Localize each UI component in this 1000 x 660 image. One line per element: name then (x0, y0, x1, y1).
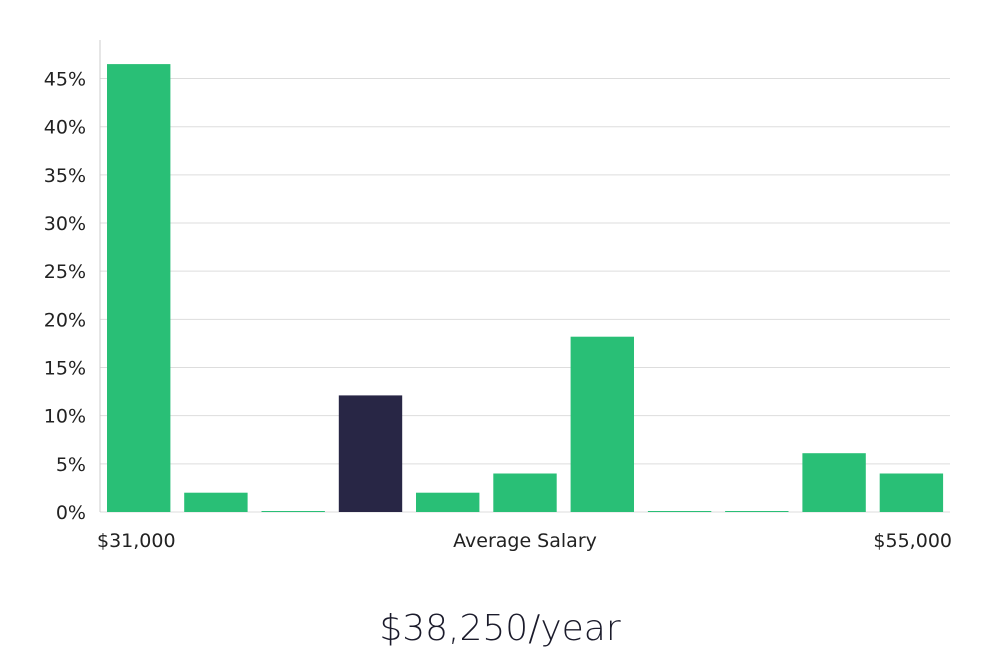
bar (107, 64, 171, 512)
bar (570, 336, 634, 512)
bars (107, 64, 944, 512)
salary-distribution-chart: 0% 5% 10% 15% 20% 25% 30% 35% 40% 45% $31,000 Ave… (44, 40, 952, 552)
bar (725, 511, 789, 512)
y-tick-label: 15% (44, 358, 86, 380)
y-tick-label: 20% (44, 309, 86, 331)
y-tick-label: 10% (44, 406, 86, 428)
x-axis-max-label: $55,000 (873, 530, 952, 552)
bar (879, 473, 944, 512)
y-tick-label: 5% (56, 454, 86, 476)
x-axis-min-label: $31,000 (97, 530, 176, 552)
y-tick-label: 30% (44, 213, 86, 235)
y-axis-ticks: 0% 5% 10% 15% 20% 25% 30% 35% 40% 45% (44, 69, 86, 524)
bar (493, 473, 557, 512)
bar-highlight (338, 395, 403, 512)
y-tick-label: 40% (44, 117, 86, 139)
x-axis-title: Average Salary (453, 530, 597, 552)
bar (647, 511, 712, 512)
bar (802, 453, 866, 512)
y-tick-label: 35% (44, 165, 86, 187)
grid-lines (100, 78, 950, 513)
y-tick-label: 25% (44, 261, 86, 283)
bar (184, 492, 248, 512)
average-salary-value: $38,250/year (379, 608, 621, 649)
bar (261, 511, 325, 512)
y-tick-label: 45% (44, 69, 86, 91)
bar (416, 492, 480, 512)
y-tick-label: 0% (56, 502, 86, 524)
